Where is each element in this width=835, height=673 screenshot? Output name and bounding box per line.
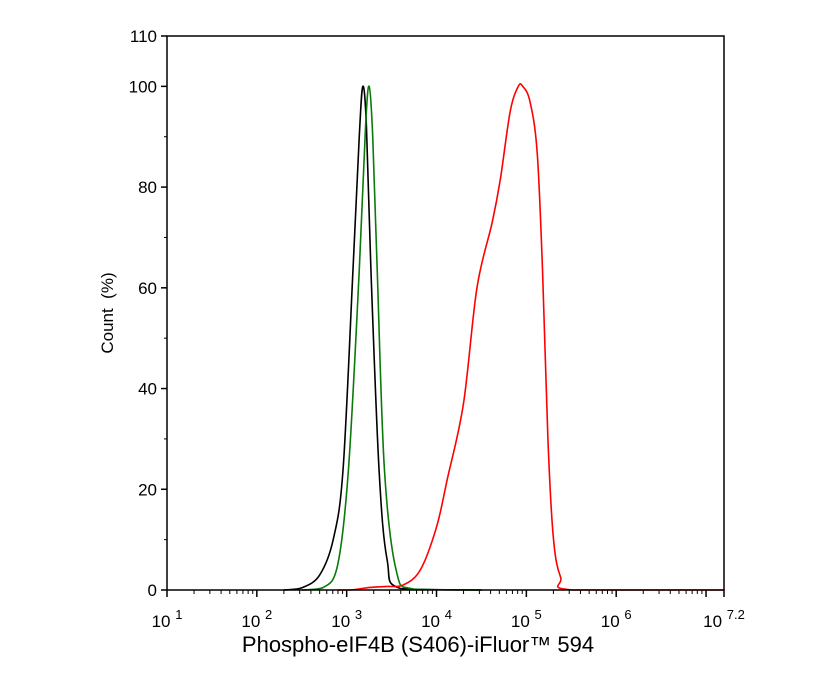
tick-exponent: 6 <box>624 607 631 622</box>
tick-exponent: 4 <box>445 607 452 622</box>
series-line-phospho-eif4b-s406-antibody <box>337 83 724 591</box>
tick-base: 10 <box>152 612 176 631</box>
tick-base: 10 <box>331 612 355 631</box>
x-tick-label: 10 7.2 <box>703 607 745 631</box>
axis-ticks <box>161 35 725 597</box>
tick-labels: 10 1 10 2 10 3 10 4 10 5 10 6 10 7.20204060801… <box>129 27 745 631</box>
x-tick-label: 10 5 <box>511 607 542 631</box>
y-tick-label: 80 <box>138 178 157 197</box>
tick-base: 10 <box>601 612 625 631</box>
tick-exponent: 3 <box>355 607 362 622</box>
x-tick-label: 10 3 <box>331 607 362 631</box>
plot-frame <box>166 35 725 591</box>
y-tick-label: 0 <box>148 581 157 600</box>
series-line-isotype-control <box>283 85 482 591</box>
tick-base: 10 <box>241 612 265 631</box>
tick-base: 10 <box>511 612 535 631</box>
tick-exponent: 7.2 <box>727 607 745 622</box>
y-tick-label: 40 <box>138 380 157 399</box>
y-tick-label: 60 <box>138 279 157 298</box>
x-tick-label: 10 4 <box>421 607 452 631</box>
x-tick-label: 10 6 <box>601 607 632 631</box>
y-tick-label: 20 <box>138 480 157 499</box>
tick-exponent: 1 <box>175 607 182 622</box>
curves <box>283 83 724 591</box>
tick-exponent: 2 <box>265 607 272 622</box>
x-tick-label: 10 2 <box>241 607 272 631</box>
y-tick-label: 110 <box>130 27 157 46</box>
x-tick-label: 10 1 <box>152 607 183 631</box>
tick-base: 10 <box>421 612 445 631</box>
tick-exponent: 5 <box>535 607 542 622</box>
tick-base: 10 <box>703 612 727 631</box>
x-axis-label: Phospho-eIF4B (S406)-iFluor™ 594 <box>242 632 594 657</box>
y-tick-label: 100 <box>129 77 157 96</box>
series-line-unstained <box>301 85 482 591</box>
y-axis-label: Count (%) <box>98 272 117 353</box>
